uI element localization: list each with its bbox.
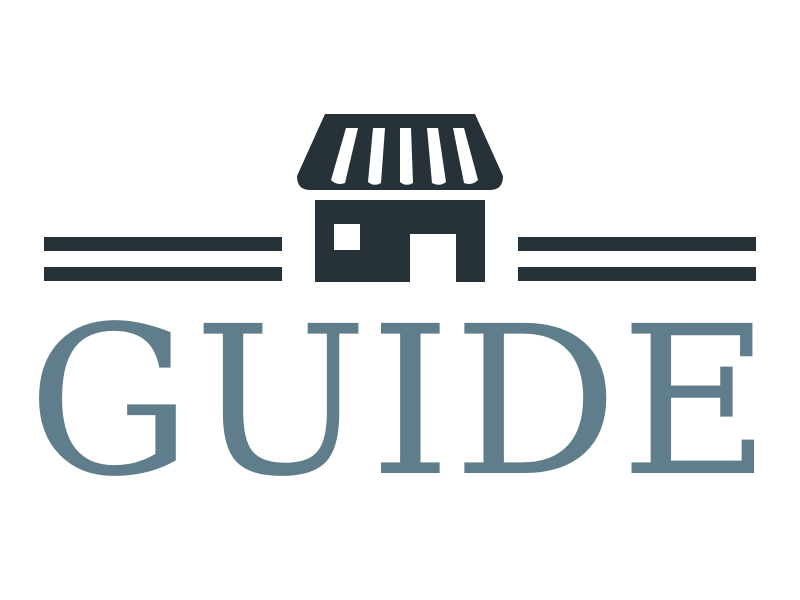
storefront-icon xyxy=(297,114,503,282)
logo-wordmark: GUIDE xyxy=(27,282,773,522)
right-rule-top xyxy=(518,237,756,251)
right-rule-lines xyxy=(518,237,756,281)
left-rule-lines xyxy=(44,237,282,281)
right-rule-bottom xyxy=(518,267,756,281)
left-rule-top xyxy=(44,237,282,251)
shop-door xyxy=(410,234,456,282)
left-rule-bottom xyxy=(44,267,282,281)
shop-window xyxy=(334,224,360,250)
awning-stripes xyxy=(331,128,478,185)
